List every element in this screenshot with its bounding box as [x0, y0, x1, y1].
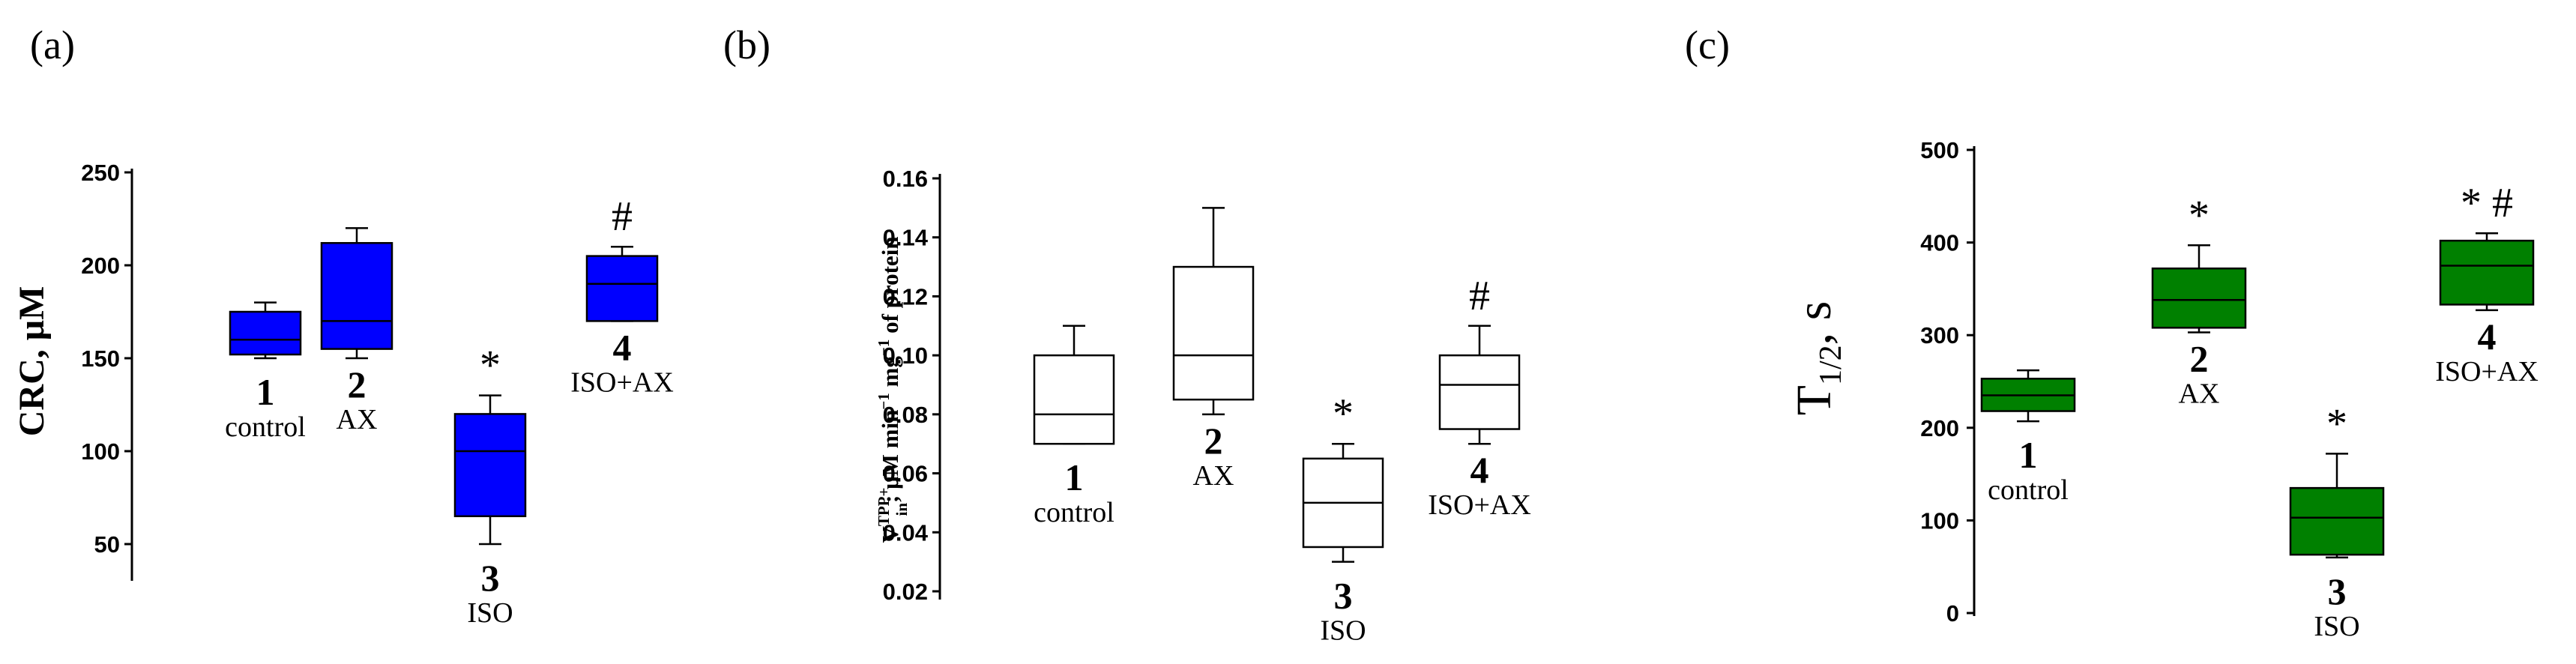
significance-mark: # — [612, 193, 633, 240]
panel-b-ylabel-tail: of protein — [877, 236, 903, 339]
y-tick-label-c-4: 400 — [1920, 230, 1959, 256]
box-c-2: * 2AX — [2151, 192, 2247, 409]
box-body — [1438, 354, 1521, 430]
group-label: control — [1988, 474, 2069, 506]
group-number: 4 — [1471, 449, 1489, 491]
group-number: 2 — [1204, 420, 1223, 462]
y-tick-label-a-2: 150 — [81, 345, 120, 372]
panel-b-ylabel-sup: TPP+ — [875, 488, 893, 527]
group-number: 2 — [2190, 337, 2209, 379]
box-body — [585, 255, 659, 322]
y-tick-label-b-0: 0.02 — [883, 579, 928, 605]
box-body — [2439, 239, 2535, 306]
panel-c-ylabel-main: T — [1787, 385, 1841, 415]
panel-b-ylabel-rest-sup: −1 — [875, 393, 893, 409]
group-label: ISO — [2314, 611, 2359, 642]
group-label: ISO+AX — [1428, 489, 1531, 521]
y-tick-label-a-0: 50 — [94, 531, 120, 558]
panel-a-label: (a) — [30, 22, 75, 67]
group-number: 1 — [2019, 434, 2038, 476]
panel-b-ylabel: VTPP+in; μM min−1 mg−1 of protein — [875, 236, 911, 543]
box-body — [2289, 486, 2385, 556]
box-body — [2151, 267, 2247, 329]
panel-b-ylabel-rest2: mg — [877, 356, 903, 393]
significance-mark: * — [480, 342, 501, 389]
group-label: AX — [2179, 378, 2220, 409]
panel-a-ylabel: CRC, μM — [12, 286, 52, 437]
y-tick-label-b-4: 0.10 — [883, 342, 928, 369]
y-tick-label-b-5: 0.12 — [883, 283, 928, 310]
panel-b-ylabel-main: V — [877, 526, 903, 543]
group-label: ISO+AX — [2435, 356, 2539, 387]
y-tick-label-b-2: 0.06 — [883, 461, 928, 487]
significance-mark: * — [2189, 192, 2209, 238]
significance-mark: * — [1333, 390, 1354, 437]
box-b-2: 2AX — [1172, 207, 1255, 492]
y-tick-label-c-1: 100 — [1920, 507, 1959, 534]
y-tick-label-b-6: 0.14 — [883, 225, 929, 251]
significance-mark: * # — [2461, 180, 2513, 226]
y-tick-label-c-0: 0 — [1946, 600, 1959, 627]
panel-b-ylabel-rest2-sup: −1 — [875, 339, 893, 356]
group-number: 4 — [613, 326, 632, 368]
panel-b: (b) VTPP+in; μM min−1 mg−1 of protein 0.… — [723, 22, 1531, 647]
panel-c-ylabel-sub: 1/2 — [1814, 345, 1848, 385]
y-tick-label-b-7: 0.16 — [883, 166, 928, 192]
group-number: 3 — [2328, 570, 2347, 612]
y-tick-label-c-5: 500 — [1920, 137, 1959, 163]
box-body — [453, 413, 527, 518]
y-tick-label-b-1: 0.04 — [883, 519, 929, 546]
group-label: AX — [1193, 460, 1234, 492]
group-number: 4 — [2478, 316, 2497, 357]
box-body — [229, 310, 302, 356]
y-tick-label-c-2: 200 — [1920, 415, 1959, 441]
group-label: control — [225, 411, 306, 443]
y-tick-label-a-3: 200 — [81, 253, 120, 279]
group-label: control — [1034, 497, 1114, 528]
panel-a: (a) CRC, μM 501001502002501control2AX*3I… — [12, 22, 674, 629]
box-body — [1033, 354, 1115, 445]
group-number: 2 — [348, 363, 367, 405]
group-label: ISO — [467, 597, 513, 629]
y-tick-label-a-4: 250 — [81, 160, 120, 186]
significance-mark: # — [1469, 273, 1490, 319]
group-number: 3 — [481, 557, 500, 599]
box-a-2: 2AX — [320, 227, 393, 435]
panel-c-label: (c) — [1685, 22, 1730, 67]
y-tick-label-a-1: 100 — [81, 438, 120, 465]
group-label: AX — [337, 404, 378, 435]
panel-c-ylabel-tail: , s — [1787, 301, 1841, 345]
box-body — [1172, 265, 1255, 401]
group-label: ISO — [1320, 615, 1366, 647]
panel-b-ylabel-rest: ; μM min — [877, 410, 903, 503]
group-number: 1 — [1065, 456, 1084, 498]
y-tick-label-c-3: 300 — [1920, 322, 1959, 348]
group-label: ISO+AX — [570, 366, 674, 398]
y-tick-label-b-3: 0.08 — [883, 402, 928, 428]
box-body — [320, 241, 393, 350]
significance-mark: * — [2326, 400, 2347, 447]
group-number: 1 — [256, 371, 275, 413]
panel-b-ylabel-sub: in — [893, 503, 911, 516]
group-number: 3 — [1334, 575, 1353, 617]
panel-b-label: (b) — [723, 22, 770, 67]
panel-c-ylabel: T1/2, s — [1787, 301, 1848, 416]
plot-b: 0.02 0.04 0.06 0.08 0.10 0.12 0.14 0.16 1control… — [883, 166, 1531, 647]
